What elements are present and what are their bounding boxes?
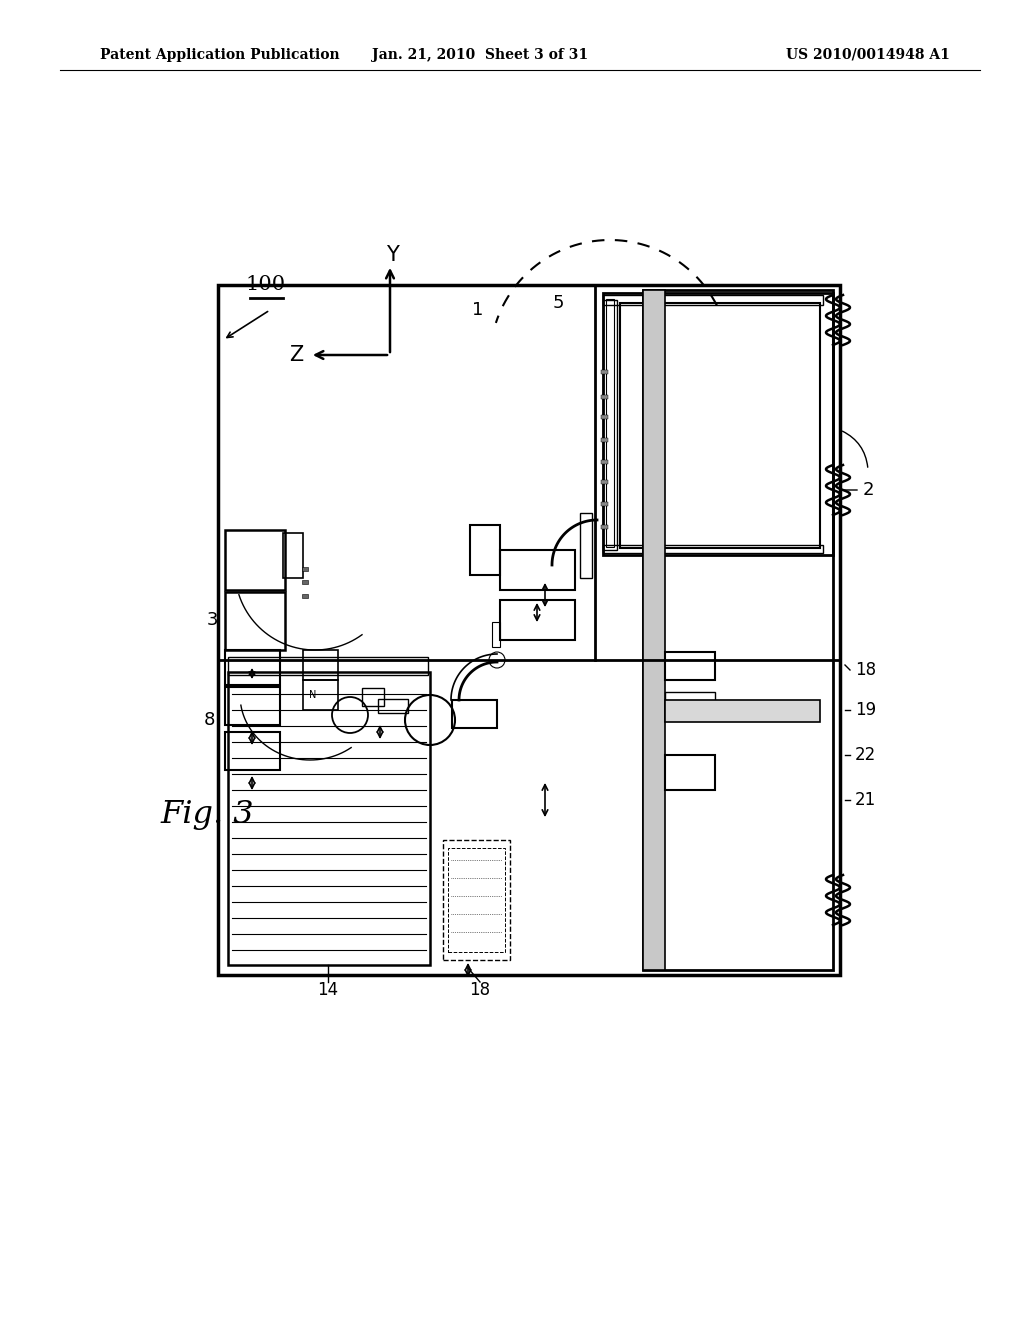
Text: 19: 19 [855,701,877,719]
Bar [225,686,280,725]
Bar [643,290,665,970]
Bar [302,568,308,572]
Bar [225,649,280,685]
Bar [601,414,608,418]
Bar [603,294,823,305]
Text: 5: 5 [552,294,564,312]
Text: Fig. 3: Fig. 3 [160,800,254,830]
Text: 8: 8 [204,711,215,729]
Bar [580,513,592,578]
Text: 14: 14 [317,981,339,999]
Bar [303,649,338,680]
Text: N: N [309,690,316,700]
Text: 18: 18 [855,661,877,678]
Bar [283,533,303,578]
Text: Z: Z [289,345,303,366]
Bar [449,847,505,952]
Bar [303,680,338,710]
Bar [470,525,500,576]
Bar [665,700,820,722]
Text: Patent Application Publication: Patent Application Publication [100,48,340,62]
Bar [603,293,833,554]
Bar [500,601,575,640]
Bar [603,545,823,553]
Bar [665,692,715,710]
Bar [362,688,384,706]
Text: 18: 18 [469,981,490,999]
Bar [601,525,608,529]
Bar [218,285,840,975]
Bar [606,300,614,546]
Bar [601,480,608,484]
Text: Y: Y [386,246,398,265]
Bar [225,733,280,770]
Bar [302,594,308,598]
Text: 1: 1 [472,301,483,319]
Bar [601,502,608,506]
Text: US 2010/0014948 A1: US 2010/0014948 A1 [786,48,950,62]
Bar [665,652,715,680]
Bar [601,438,608,442]
Bar [228,657,428,675]
Bar [378,700,408,713]
Text: 21: 21 [855,791,877,809]
Bar [443,840,510,960]
Bar [620,304,820,548]
Text: Jan. 21, 2010  Sheet 3 of 31: Jan. 21, 2010 Sheet 3 of 31 [372,48,588,62]
Bar [225,591,285,649]
Bar [643,290,833,970]
Text: 100: 100 [245,276,285,294]
Text: 2: 2 [862,480,873,499]
Text: 3: 3 [207,611,218,630]
Bar [452,700,497,729]
Bar [228,672,430,965]
Bar [601,459,608,465]
Bar [603,300,617,550]
Bar [492,622,500,647]
Text: 22: 22 [855,746,877,764]
Bar [302,579,308,583]
Bar [601,370,608,374]
Bar [500,550,575,590]
Bar [601,395,608,399]
Bar [665,755,715,789]
Bar [225,531,285,590]
